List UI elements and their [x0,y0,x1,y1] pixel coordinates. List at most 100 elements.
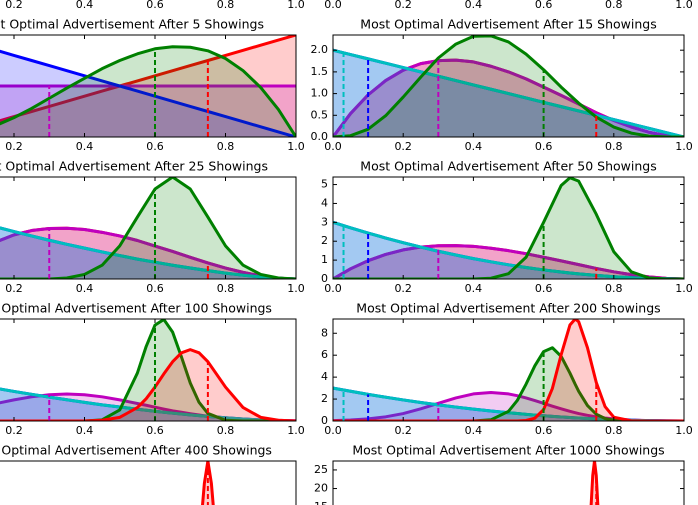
x-tick-label: 0.2 [394,140,412,153]
line [333,48,684,137]
area-fill [333,222,684,279]
x-tick-label: 0.4 [76,140,94,153]
y-tick-label: 1.5 [311,65,329,78]
y-tick-label: 0.0 [311,130,329,143]
panel: Most Optimal Advertisement After 100 Sho… [0,301,305,437]
plot-area [0,177,296,279]
x-tick-label: 1.0 [675,0,693,11]
line [333,244,684,279]
axes-frame [332,34,685,138]
line [333,58,684,137]
area-fill [333,388,684,421]
panel: Most Optimal Advertisement After 1000 Sh… [314,443,685,505]
x-tick-label: 0.0 [324,0,342,11]
area-fill [0,388,296,421]
x-tick-label: 0.6 [146,140,164,153]
x-tick-label: 0.8 [605,0,623,11]
line [0,348,296,421]
panel-title: Most Optimal Advertisement After 400 Sho… [0,443,272,458]
x-tick-label: 0.8 [217,424,235,437]
y-tick-label: 20 [314,482,328,495]
panel: Most Optimal Advertisement After 50 Show… [321,159,693,296]
y-tick-label: 4 [321,196,328,209]
x-tick-label: 0.8 [605,282,623,295]
x-tick-label: 0.4 [465,140,483,153]
y-tick-label: 25 [314,463,328,476]
x-tick-label: 0.2 [394,0,412,11]
x-tick-label: 1.0 [675,140,693,153]
area-fill [0,46,296,137]
area-fill [0,228,296,279]
x-tick-label: 0.2 [5,0,23,11]
x-tick-label: 1.0 [287,424,305,437]
line [333,35,684,137]
x-tick-label: 0.4 [465,0,483,11]
area-fill [0,319,296,421]
y-tick-label: 15 [314,500,328,505]
panel-title: Most Optimal Advertisement After 50 Show… [360,159,656,174]
line [0,226,296,279]
x-tick-label: 0.6 [535,140,553,153]
x-tick-label: 0.8 [605,424,623,437]
y-tick-label: 1 [321,253,328,266]
y-tick-label: 1.0 [311,87,329,100]
area-fill [0,86,296,137]
x-tick-label: 1.0 [287,282,305,295]
line [0,49,296,137]
x-tick-label: 0.0 [324,140,342,153]
x-tick-label: 0.2 [5,424,23,437]
x-tick-label: 0.6 [146,0,164,11]
area-fill [0,227,296,279]
area-fill [333,35,684,137]
panel-title: Most Optimal Advertisement After 25 Show… [0,159,268,174]
x-tick-label: 0.8 [217,282,235,295]
x-tick-label: 1.0 [675,282,693,295]
x-tick-label: 0.4 [76,282,94,295]
y-tick-label: 3 [321,215,328,228]
panel-title: Most Optimal Advertisement After 200 Sho… [356,301,660,316]
y-tick-label: 6 [321,348,328,361]
axes-frame [0,460,297,505]
y-tick-label: 2.0 [311,43,329,56]
area-fill [0,227,296,279]
panel: Most Optimal Advertisement After 15 Show… [311,17,693,154]
x-tick-label: 0.8 [217,140,235,153]
plot-area [589,461,600,505]
area-fill [591,461,598,505]
x-tick-label: 0.6 [146,282,164,295]
x-tick-label: 0.8 [605,140,623,153]
x-tick-label: 0.6 [535,0,553,11]
line [0,226,296,279]
panel: Most Optimal Advertisement After 5 Showi… [0,17,305,153]
area-fill [333,177,684,279]
x-tick-label: 0.4 [465,424,483,437]
area-fill [0,349,296,421]
x-tick-label: 0.6 [535,424,553,437]
panel: 0.0 0.2 0.4 0.6 0.8 1.0 [324,0,693,11]
axes-frame [332,460,685,505]
plot-area [0,35,296,137]
panel: Most Optimal Advertisement After 200 Sho… [321,301,693,438]
area-fill [333,392,684,421]
line [333,319,684,421]
x-tick-label: 0.0 [324,282,342,295]
plot-area [333,319,684,421]
x-tick-label: 1.0 [287,140,305,153]
x-tick-label: 0.2 [394,424,412,437]
axes-frame [0,34,297,138]
x-tick-label: 0.6 [535,282,553,295]
panel: Most Optimal Advertisement After 400 Sho… [0,443,297,505]
line [201,461,215,505]
axes-frame [0,176,297,280]
line [0,45,296,137]
area-fill [202,461,214,505]
y-tick-label: 2 [321,234,328,247]
plot-area [333,35,684,137]
area-fill [333,388,684,421]
panel: Most Optimal Advertisement After 25 Show… [0,159,305,295]
x-tick-label: 0.2 [5,282,23,295]
plot-area [333,177,684,279]
panel: 0.2 0.4 0.6 0.8 1.0 [5,0,305,11]
